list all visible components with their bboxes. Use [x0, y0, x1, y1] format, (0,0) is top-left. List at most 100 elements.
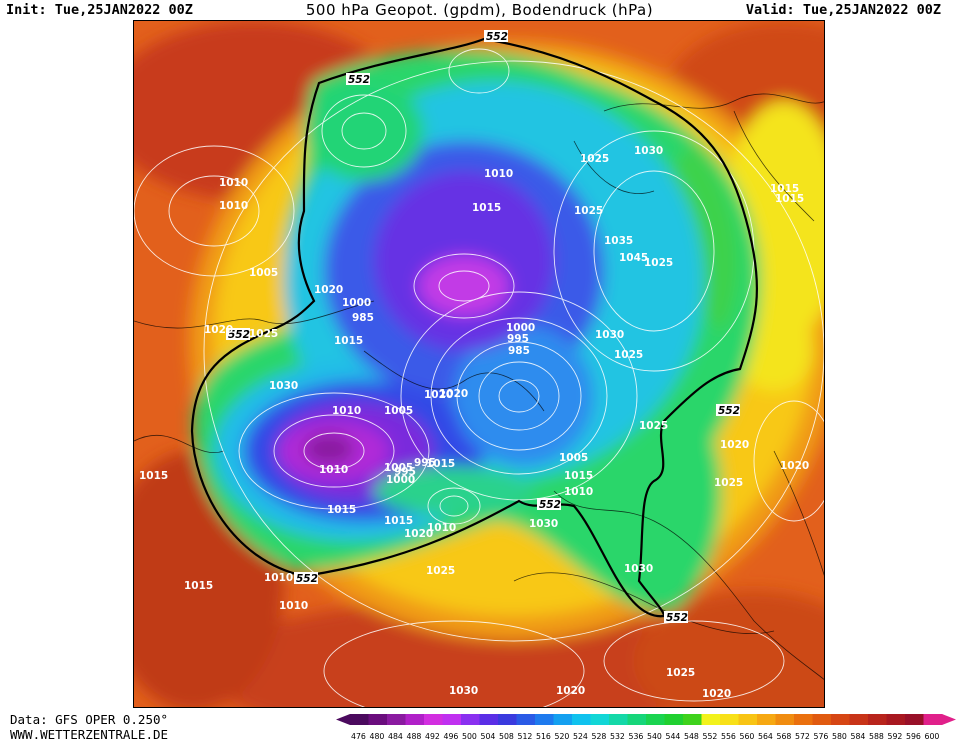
pressure-label: 1025	[426, 565, 455, 577]
label-552: 552	[666, 612, 688, 624]
pressure-label: 1005	[559, 452, 588, 464]
pressure-label: 1015	[327, 504, 356, 516]
label-552-bg	[484, 30, 508, 42]
weather-map[interactable]: 552 552 552 552 552 552 552 1015 1010 1010…	[133, 20, 825, 708]
pressure-label: 995	[507, 333, 529, 345]
label-552: 552	[228, 329, 250, 341]
pressure-label: 1015	[564, 470, 593, 482]
label-552-bg	[537, 498, 561, 510]
pressure-label: 1025	[574, 205, 603, 217]
geopotential-field	[134, 21, 824, 707]
legend-tick-label: 516	[536, 732, 551, 741]
chart-title: 500 hPa Geopot. (gpdm), Bodendruck (hPa)	[305, 1, 654, 19]
pressure-label: 1020	[424, 389, 453, 401]
legend-swatch	[479, 714, 499, 725]
pressure-label: 1005	[249, 267, 278, 279]
pressure-label: 1015	[472, 202, 501, 214]
legend-swatch	[886, 714, 906, 725]
pressure-label: 985	[352, 312, 374, 324]
pressure-label: 1030	[624, 563, 653, 575]
label-552: 552	[486, 31, 508, 43]
legend-tick-label: 556	[721, 732, 736, 741]
contour-552-labels: 552 552 552 552 552 552 552	[226, 30, 740, 624]
legend-swatch	[572, 714, 591, 725]
label-552-bg	[716, 404, 740, 416]
init-time: Init: Tue,25JAN2022 00Z	[6, 2, 193, 18]
pressure-label: 1030	[449, 685, 478, 697]
pressure-label: 1010	[332, 405, 361, 417]
legend-tick-label: 600	[925, 732, 940, 741]
legend-swatch	[794, 714, 813, 725]
color-legend: 476 480 484 488 492 496 500 504 508 512 516 520 524 5…	[336, 713, 958, 741]
legend-swatch	[775, 714, 795, 725]
legend-swatch	[664, 714, 684, 725]
legend-tick-label: 568	[777, 732, 792, 741]
label-552: 552	[348, 74, 370, 86]
legend-tick-label: 484	[388, 732, 403, 741]
pressure-label: 1020	[780, 460, 809, 472]
legend-swatch	[461, 714, 480, 725]
pressure-label: 1015	[139, 470, 168, 482]
pressure-label: 1020	[702, 688, 731, 700]
legend-tick-label: 488	[407, 732, 422, 741]
pressure-label: 1015	[334, 335, 363, 347]
pressure-label: 1025	[644, 257, 673, 269]
label-552: 552	[296, 573, 318, 585]
legend-swatch	[646, 714, 665, 725]
pressure-label: 1025	[580, 153, 609, 165]
legend-tick-label: 592	[888, 732, 903, 741]
label-552-bg	[226, 328, 250, 340]
pressure-label: 1015	[184, 580, 213, 592]
pressure-label: 1010	[484, 168, 513, 180]
pressure-label: 1015	[770, 183, 799, 195]
legend-swatch	[868, 714, 887, 725]
legend-swatch	[535, 714, 554, 725]
legend-swatch	[683, 714, 702, 725]
legend-arrow-right	[942, 714, 956, 725]
label-552-bg	[346, 73, 370, 85]
legend-tick-label: 540	[647, 732, 662, 741]
legend-swatch	[516, 714, 536, 725]
pressure-label: 1005	[384, 462, 413, 474]
pressure-label: 1020	[314, 284, 343, 296]
pressure-label: 1000	[342, 297, 371, 309]
pressure-label: 1000	[386, 474, 415, 486]
isobars	[134, 48, 824, 707]
legend-tick-label: 548	[684, 732, 699, 741]
website-label: WWW.WETTERZENTRALE.DE	[10, 727, 169, 742]
pressure-label: 1045	[619, 252, 648, 264]
legend-bar: 476 480 484 488 492 496 500 504 508 512 516 520 524 5…	[336, 714, 956, 741]
legend-tick-label: 552	[703, 732, 718, 741]
pressure-label: 1010	[319, 464, 348, 476]
legend-tick-label: 520	[555, 732, 570, 741]
legend-tick-label: 476	[351, 732, 366, 741]
legend-tick-label: 480	[370, 732, 385, 741]
pressure-label: 1035	[604, 235, 633, 247]
label-552: 552	[718, 405, 740, 417]
legend-swatch	[831, 714, 850, 725]
pressure-label: 1020	[439, 388, 468, 400]
legend-swatch	[553, 714, 573, 725]
legend-swatch	[424, 714, 443, 725]
pressure-label: 1015	[426, 458, 455, 470]
contour-552	[190, 37, 758, 618]
pressure-label: 1015	[775, 193, 804, 205]
pressure-label: 1010	[264, 572, 293, 584]
pressure-label: 1010	[564, 486, 593, 498]
valid-time: Valid: Tue,25JAN2022 00Z	[745, 2, 941, 18]
pressure-label: 1030	[634, 145, 663, 157]
legend-tick-label: 500	[462, 732, 477, 741]
pressure-label: 1020	[404, 528, 433, 540]
legend-swatch	[905, 714, 924, 725]
legend-swatch	[442, 714, 462, 725]
legend-swatch	[498, 714, 517, 725]
footer: Data: GFS OPER 0.250° WWW.WETTERZENTRALE…	[10, 712, 168, 742]
legend-swatch	[368, 714, 388, 725]
legend-tick-label: 528	[592, 732, 607, 741]
legend-swatch	[387, 714, 406, 725]
pressure-label: 1005	[384, 405, 413, 417]
legend-tick-label: 560	[740, 732, 755, 741]
pressure-label: 1010	[219, 200, 248, 212]
pressure-label: 1020	[720, 439, 749, 451]
